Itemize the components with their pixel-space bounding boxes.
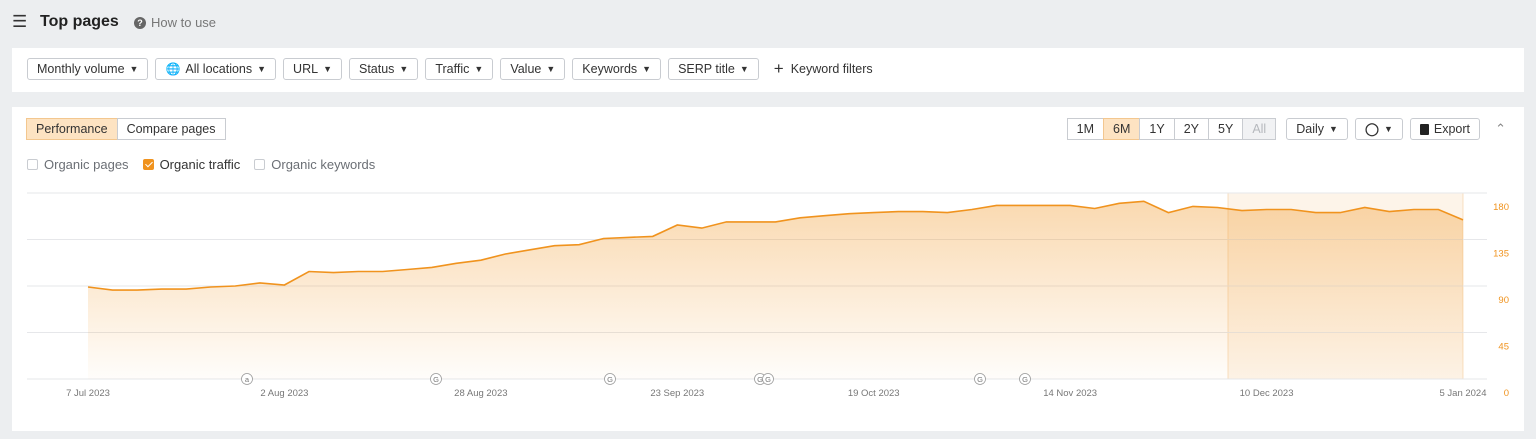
filter-row: Monthly volume ▼ 🌐 All locations ▼ URL ▼ Status… xyxy=(27,58,873,80)
filter-label: URL xyxy=(293,62,319,76)
keyword-filters-label: Keyword filters xyxy=(790,62,873,76)
caret: ▼ xyxy=(1383,124,1393,134)
caret: ▼ xyxy=(1329,124,1338,134)
annotation-marker xyxy=(604,373,616,385)
globe-icon: 🌐 xyxy=(165,62,181,76)
y-tick-label: 0 xyxy=(1504,388,1509,399)
menu-icon[interactable]: ☰ xyxy=(12,12,28,31)
filter-label: SERP title xyxy=(678,62,735,76)
annotation-dropdown[interactable]: ◯ ▼ xyxy=(1354,118,1403,140)
export-button[interactable]: Export xyxy=(1409,118,1480,140)
range-button[interactable]: 5Y xyxy=(1208,118,1244,140)
y-tick-label: 45 xyxy=(1498,342,1509,353)
metric-toggles: Organic pages Organic traffic Organic keyw… xyxy=(27,157,389,172)
x-tick-label: 28 Aug 2023 xyxy=(454,388,507,399)
metric-toggle[interactable]: Organic pages xyxy=(27,157,129,172)
caret: ▼ xyxy=(546,64,556,74)
filter-label: All locations xyxy=(185,62,253,76)
x-tick-label: 10 Dec 2023 xyxy=(1240,388,1294,399)
annotation-label: G xyxy=(607,375,613,384)
line xyxy=(87,200,1464,291)
filter-dropdown[interactable]: Monthly volume ▼ xyxy=(27,58,149,80)
comment-icon: ◯ xyxy=(1364,122,1379,136)
caret: ▼ xyxy=(399,64,409,74)
filter-panel: Monthly volume ▼ 🌐 All locations ▼ URL ▼ Status… xyxy=(12,48,1524,92)
range-button: All xyxy=(1242,118,1277,140)
page-title: Top pages xyxy=(40,13,119,30)
x-tick-label: 2 Aug 2023 xyxy=(260,388,308,399)
export-icon xyxy=(1419,123,1429,135)
filter-dropdown[interactable]: Traffic ▼ xyxy=(425,58,494,80)
annotation-marker xyxy=(1019,373,1031,385)
filter-dropdown[interactable]: Status ▼ xyxy=(348,58,419,80)
annotation-marker xyxy=(241,373,253,385)
metric-toggle[interactable]: Organic keywords xyxy=(254,157,375,172)
caret: ▼ xyxy=(739,64,749,74)
annotation-marker xyxy=(430,373,442,385)
caret: ▼ xyxy=(474,64,484,74)
range-button[interactable]: 1Y xyxy=(1139,118,1175,140)
interval-label: Daily xyxy=(1296,122,1325,136)
interval-dropdown[interactable]: Daily ▼ xyxy=(1286,118,1348,140)
keyword-filters-button[interactable]: + Keyword filters xyxy=(773,59,873,78)
filter-label: Traffic xyxy=(435,62,470,76)
metric-label: Organic keywords xyxy=(271,157,376,172)
x-tick-label: 7 Jul 2023 xyxy=(66,388,110,399)
checkbox xyxy=(142,159,154,170)
filter-dropdown[interactable]: 🌐 All locations ▼ xyxy=(155,58,277,80)
annotation-label: G xyxy=(757,375,763,384)
annotation-label: G xyxy=(1022,375,1028,384)
tab[interactable]: Compare pages xyxy=(116,118,226,140)
filter-label: Value xyxy=(510,62,542,76)
y-tick-label: 90 xyxy=(1498,295,1509,306)
filter-dropdown[interactable]: Value ▼ xyxy=(500,58,566,80)
filter-dropdown[interactable]: SERP title ▼ xyxy=(668,58,759,80)
annotation-label: G xyxy=(765,375,771,384)
tabs: Performance Compare pages xyxy=(26,118,226,140)
plus-icon: + xyxy=(773,59,784,78)
x-tick-label: 19 Oct 2023 xyxy=(848,388,900,399)
checkbox xyxy=(27,159,38,170)
filter-dropdown[interactable]: URL ▼ xyxy=(283,58,342,80)
caret: ▼ xyxy=(257,64,267,74)
y-tick-label: 180 xyxy=(1493,202,1509,213)
annotation-label: G xyxy=(977,375,983,384)
export-label: Export xyxy=(1433,122,1470,136)
metric-label: Organic traffic xyxy=(159,157,241,172)
annotation-marker xyxy=(762,373,774,385)
caret: ▼ xyxy=(129,64,139,74)
metric-label: Organic pages xyxy=(44,157,129,172)
filter-label: Status xyxy=(358,62,395,76)
x-tick-label: 5 Jan 2024 xyxy=(1439,388,1486,399)
metric-toggle[interactable]: Organic traffic xyxy=(142,157,241,172)
annotation-label: a xyxy=(245,375,250,384)
tab[interactable]: Performance xyxy=(26,118,118,140)
range-button[interactable]: 6M xyxy=(1103,118,1141,140)
help-link[interactable]: ? How to use xyxy=(134,15,216,30)
x-tick-label: 14 Nov 2023 xyxy=(1043,388,1097,399)
annotation-marker xyxy=(974,373,986,385)
range-button[interactable]: 2Y xyxy=(1173,118,1210,140)
caret: ▼ xyxy=(642,64,652,74)
filter-label: Keywords xyxy=(582,62,638,76)
annotation-label: G xyxy=(433,375,439,384)
filter-label: Monthly volume xyxy=(37,62,125,76)
caret: ▼ xyxy=(323,64,332,74)
help-text: How to use xyxy=(151,15,217,30)
y-tick-label: 135 xyxy=(1493,249,1509,260)
help-icon: ? xyxy=(134,16,146,29)
x-tick-label: 23 Sep 2023 xyxy=(650,388,704,399)
checkbox xyxy=(254,159,266,170)
collapse-icon[interactable]: ⌃ xyxy=(1495,121,1506,136)
chart-controls: 1M 6M 1Y 2Y 5Y All Daily ▼ ◯ ▼ Export xyxy=(1066,118,1480,140)
range-selector: 1M 6M 1Y 2Y 5Y All xyxy=(1066,118,1277,140)
area xyxy=(88,201,1463,379)
filter-dropdown[interactable]: Keywords ▼ xyxy=(572,58,662,80)
